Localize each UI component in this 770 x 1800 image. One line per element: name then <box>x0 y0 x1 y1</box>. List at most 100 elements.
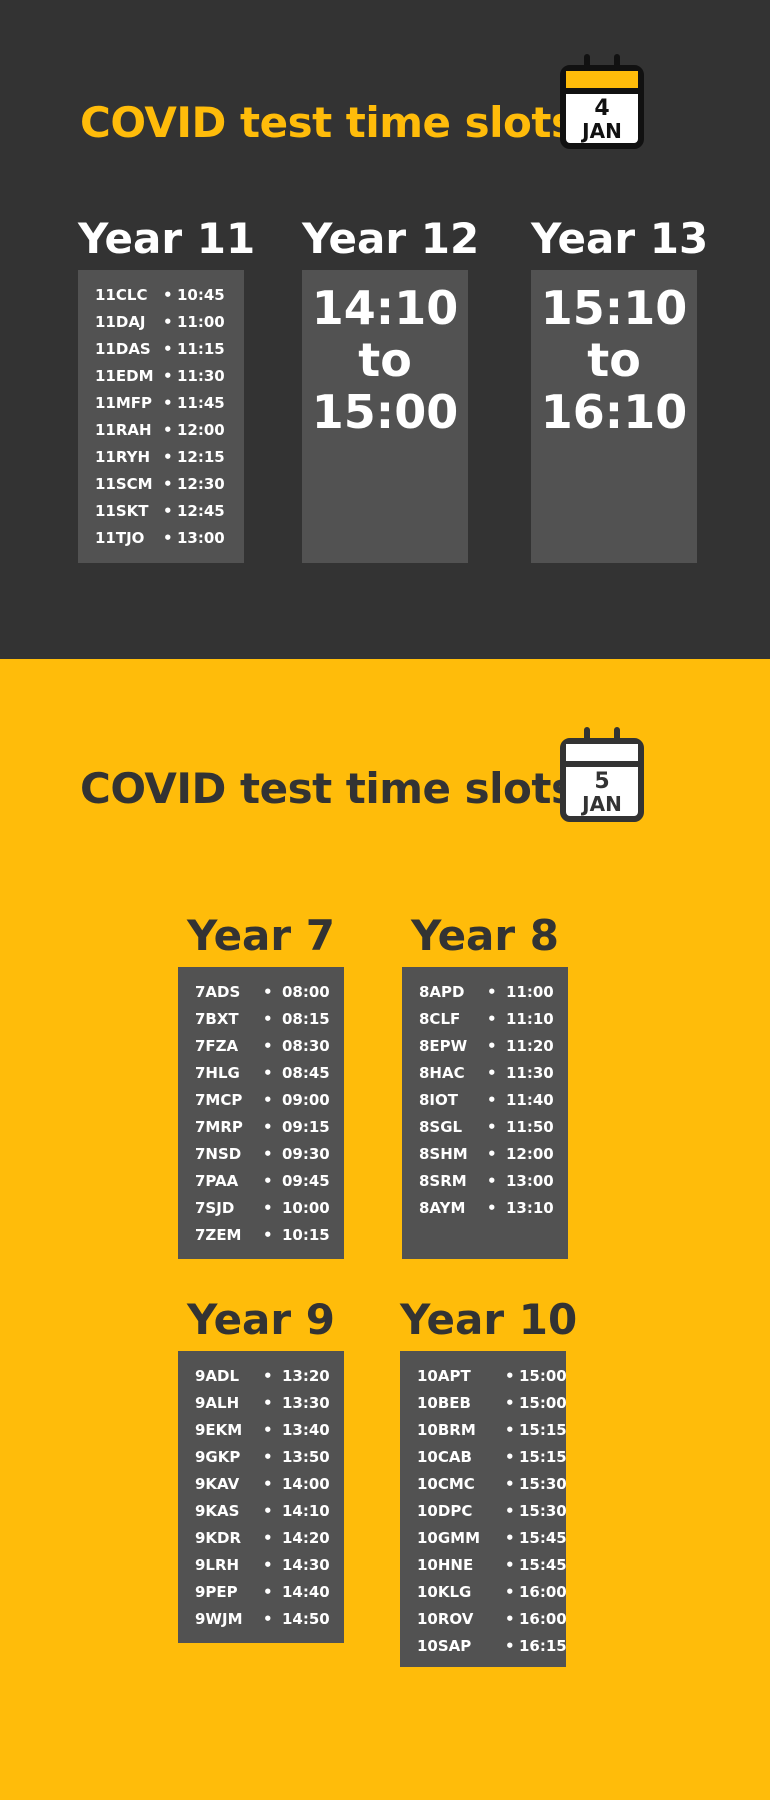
slot-time: 11:45 <box>177 394 225 412</box>
class-code: 11CLC <box>95 286 148 304</box>
calendar-ring <box>614 54 620 72</box>
slot-time: 12:30 <box>177 475 225 493</box>
year11-panel: 11CLC • 10:45 11DAJ • 11:00 11DAS • 11:15 11EDM • 1… <box>78 270 244 563</box>
class-code: 9EKM <box>195 1421 243 1439</box>
bullet-icon: • <box>163 340 173 358</box>
slot-time: 15:00 <box>519 1367 567 1385</box>
bullet-icon: • <box>505 1475 515 1493</box>
bullet-icon: • <box>487 1037 497 1055</box>
bullet-icon: • <box>163 502 173 520</box>
year8-heading: Year 8 <box>411 911 559 960</box>
slot-time: 08:00 <box>282 983 330 1001</box>
bullet-icon: • <box>263 1502 273 1520</box>
bullet-icon: • <box>263 983 273 1001</box>
class-code: 7ADS <box>195 983 241 1001</box>
bullet-icon: • <box>163 475 173 493</box>
class-code: 9KDR <box>195 1529 242 1547</box>
slot-time: 12:00 <box>177 421 225 439</box>
bullet-icon: • <box>505 1610 515 1628</box>
slot-time: 13:00 <box>506 1172 554 1190</box>
class-code: 8EPW <box>419 1037 468 1055</box>
class-code: 9GKP <box>195 1448 241 1466</box>
calendar-ring <box>584 727 590 745</box>
bullet-icon: • <box>487 1145 497 1163</box>
bullet-icon: • <box>263 1610 273 1628</box>
slot-time: 12:00 <box>506 1145 554 1163</box>
class-code: 11RAH <box>95 421 152 439</box>
bullet-icon: • <box>505 1367 515 1385</box>
year10-heading: Year 10 <box>400 1295 578 1344</box>
year7-heading: Year 7 <box>187 911 335 960</box>
bullet-icon: • <box>163 313 173 331</box>
bullet-icon: • <box>263 1118 273 1136</box>
slot-time: 11:30 <box>506 1064 554 1082</box>
bullet-icon: • <box>487 1091 497 1109</box>
class-code: 7BXT <box>195 1010 239 1028</box>
calendar-day: 4 <box>594 96 610 121</box>
bullet-icon: • <box>163 421 173 439</box>
slot-time: 11:40 <box>506 1091 554 1109</box>
calendar-icon: 5 JAN <box>560 727 644 822</box>
year12-heading: Year 12 <box>302 214 480 263</box>
year13-to: to <box>587 333 641 387</box>
slot-time: 11:15 <box>177 340 225 358</box>
slot-time: 16:00 <box>519 1583 567 1601</box>
year9-panel: 9ADL • 13:20 9ALH • 13:30 9EKM • 13:40 9GKP • 13:50… <box>178 1351 344 1643</box>
bullet-icon: • <box>263 1226 273 1244</box>
class-code: 11DAS <box>95 340 151 358</box>
day2-section <box>0 659 770 1800</box>
class-code: 11MFP <box>95 394 153 412</box>
class-code: 8IOT <box>419 1091 459 1109</box>
class-code: 7SJD <box>195 1199 235 1217</box>
slot-time: 09:30 <box>282 1145 330 1163</box>
class-code: 8SGL <box>419 1118 463 1136</box>
class-code: 8SHM <box>419 1145 468 1163</box>
slot-time: 12:15 <box>177 448 225 466</box>
slot-time: 16:00 <box>519 1610 567 1628</box>
class-code: 8HAC <box>419 1064 465 1082</box>
calendar-ring <box>584 54 590 72</box>
year10-panel: 10APT • 15:00 10BEB • 15:00 10BRM • 15:15 10CAB • 1… <box>400 1351 567 1667</box>
year13-start-time: 15:10 <box>540 281 688 335</box>
bullet-icon: • <box>263 1010 273 1028</box>
bullet-icon: • <box>505 1448 515 1466</box>
calendar-month: JAN <box>582 119 622 143</box>
year12-end-time: 15:00 <box>311 385 459 439</box>
year13-heading: Year 13 <box>531 214 709 263</box>
slot-time: 11:30 <box>177 367 225 385</box>
class-code: 9KAV <box>195 1475 240 1493</box>
bullet-icon: • <box>163 529 173 547</box>
slot-time: 15:45 <box>519 1556 567 1574</box>
page-title: COVID test time slots <box>80 98 576 147</box>
bullet-icon: • <box>263 1475 273 1493</box>
class-code: 10CMC <box>417 1475 475 1493</box>
slot-time: 14:50 <box>282 1610 330 1628</box>
calendar-header <box>566 744 638 767</box>
class-code: 8CLF <box>419 1010 461 1028</box>
class-code: 7HLG <box>195 1064 240 1082</box>
slot-time: 15:30 <box>519 1475 567 1493</box>
bullet-icon: • <box>505 1529 515 1547</box>
slot-time: 10:15 <box>282 1226 330 1244</box>
class-code: 8SRM <box>419 1172 467 1190</box>
slot-time: 12:45 <box>177 502 225 520</box>
class-code: 10DPC <box>417 1502 473 1520</box>
bullet-icon: • <box>505 1556 515 1574</box>
class-code: 10APT <box>417 1367 471 1385</box>
slot-time: 15:30 <box>519 1502 567 1520</box>
class-code: 9LRH <box>195 1556 240 1574</box>
bullet-icon: • <box>487 1199 497 1217</box>
slot-time: 13:20 <box>282 1367 330 1385</box>
bullet-icon: • <box>505 1583 515 1601</box>
bullet-icon: • <box>263 1421 273 1439</box>
year13-panel: 15:10 to 16:10 <box>531 270 697 563</box>
year12-to: to <box>358 333 412 387</box>
bullet-icon: • <box>505 1637 515 1655</box>
bullet-icon: • <box>487 1010 497 1028</box>
class-code: 7MCP <box>195 1091 243 1109</box>
class-code: 9PEP <box>195 1583 238 1601</box>
bullet-icon: • <box>487 1172 497 1190</box>
class-code: 8APD <box>419 983 465 1001</box>
bullet-icon: • <box>505 1502 515 1520</box>
bullet-icon: • <box>263 1199 273 1217</box>
